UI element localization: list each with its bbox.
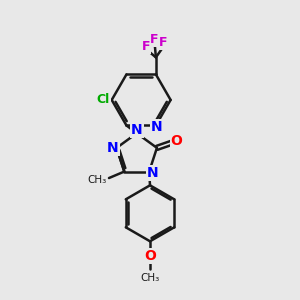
Text: O: O: [171, 134, 183, 148]
Text: N: N: [151, 120, 162, 134]
Text: O: O: [144, 249, 156, 263]
Text: F: F: [159, 36, 167, 49]
Text: CH₃: CH₃: [140, 273, 160, 283]
Text: N: N: [107, 141, 119, 155]
Text: N: N: [131, 123, 142, 137]
Text: Cl: Cl: [97, 93, 110, 106]
Text: N: N: [147, 166, 159, 180]
Text: CH₃: CH₃: [87, 175, 106, 185]
Text: F: F: [141, 40, 150, 52]
Text: F: F: [150, 33, 159, 46]
